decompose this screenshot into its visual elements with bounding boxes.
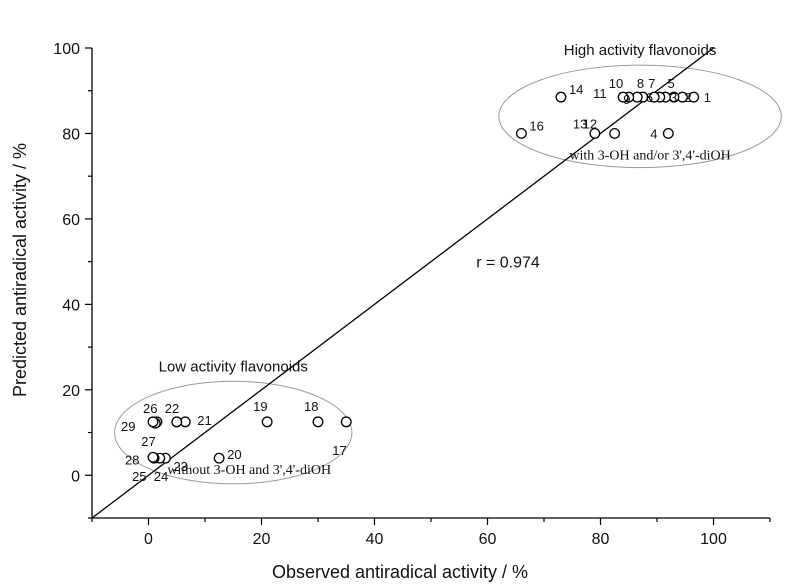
fit-line (91, 47, 714, 519)
data-point-13 (589, 128, 601, 139)
x-tick-label: 100 (700, 531, 727, 548)
correlation-label: r = 0.974 (476, 255, 540, 272)
point-label-19: 19 (253, 399, 267, 414)
x-tick-label: 0 (144, 531, 153, 548)
point-label-6: 6 (646, 90, 653, 105)
point-label-14: 14 (569, 82, 583, 97)
point-label-28: 28 (125, 452, 139, 467)
point-label-11: 11 (593, 86, 607, 101)
x-tick-label: 20 (253, 531, 271, 548)
data-point-1 (688, 91, 700, 103)
point-label-4: 4 (650, 126, 657, 141)
point-label-8: 8 (637, 76, 644, 91)
data-point-7 (648, 91, 660, 103)
y-tick-label: 0 (71, 468, 80, 485)
x-tick-label: 40 (366, 531, 384, 548)
data-point-11 (617, 91, 629, 103)
x-tick-label: 60 (479, 531, 497, 548)
low-activity-title: Low activity flavonoids (159, 358, 308, 375)
point-label-29: 29 (121, 419, 135, 434)
y-axis-title: Predicted antiradical activity / % (10, 143, 30, 397)
x-axis-title: Observed antiradical activity / % (272, 562, 528, 582)
data-point-22 (171, 416, 183, 428)
y-tick-label: 60 (62, 212, 80, 229)
data-point-17 (340, 416, 352, 428)
group-ellipse (114, 380, 353, 485)
data-points (147, 91, 700, 464)
point-labels: 1234567891011121314161718192021222324252… (121, 76, 711, 484)
group-ellipses: High activity flavonoids with 3-OH and/or… (114, 42, 782, 485)
y-tick-label: 20 (62, 383, 80, 400)
data-point-28 (147, 451, 159, 463)
point-label-25: 25 (132, 469, 146, 484)
point-label-10: 10 (609, 76, 623, 91)
point-label-2: 2 (684, 90, 691, 105)
group-ellipse (498, 64, 782, 169)
point-label-22: 22 (165, 401, 179, 416)
point-label-21: 21 (197, 413, 211, 428)
point-label-7: 7 (648, 76, 655, 91)
data-point-12 (609, 128, 621, 139)
point-label-23: 23 (173, 459, 187, 474)
point-label-13: 13 (573, 116, 587, 131)
point-label-12: 12 (583, 116, 597, 131)
point-label-16: 16 (529, 118, 543, 133)
point-label-20: 20 (227, 447, 241, 462)
point-label-3: 3 (670, 90, 677, 105)
point-label-24: 24 (154, 469, 168, 484)
x-tick-label: 80 (592, 531, 610, 548)
y-tick-label: 40 (62, 297, 80, 314)
point-label-9: 9 (623, 92, 630, 107)
point-label-27: 27 (141, 434, 155, 449)
y-tick-label: 100 (53, 41, 80, 58)
data-point-29 (147, 416, 159, 428)
point-label-5: 5 (667, 76, 674, 91)
high-activity-title: High activity flavonoids (564, 42, 717, 59)
high-activity-subtitle: with 3-OH and/or 3',4'-diOH (569, 149, 730, 164)
data-point-14 (555, 91, 567, 103)
data-point-4 (662, 128, 674, 139)
point-label-1: 1 (704, 90, 711, 105)
point-label-17: 17 (332, 443, 346, 458)
y-tick-label: 80 (62, 126, 80, 143)
data-point-16 (515, 128, 527, 139)
point-label-18: 18 (304, 399, 318, 414)
data-point-20 (213, 452, 225, 464)
data-point-19 (261, 416, 273, 428)
data-point-18 (312, 416, 324, 428)
point-label-26: 26 (143, 401, 157, 416)
axes: 0 20 40 60 80 100 0 20 40 60 80 100 (53, 41, 771, 548)
fit-line-group: r = 0.974 (91, 47, 714, 519)
low-activity-subtitle: without 3-OH and 3',4'-diOH (167, 463, 331, 478)
